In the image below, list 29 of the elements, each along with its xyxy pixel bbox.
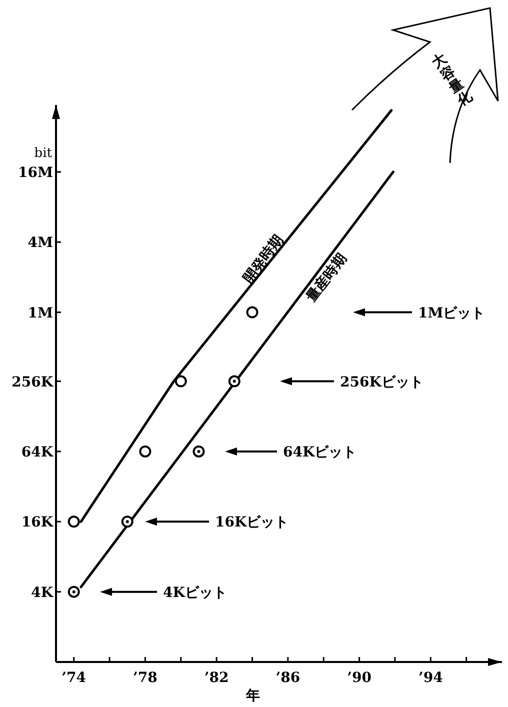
y-axis-title: bit (34, 146, 53, 161)
y-tick-label: 16M (18, 164, 53, 181)
y-tick-label: 1M (28, 305, 53, 322)
y-tick-label: 64K (21, 444, 54, 460)
x-tick-label: ’82 (204, 670, 229, 686)
x-axis-title: 年 (245, 688, 260, 704)
y-tick-label: 4K (31, 584, 54, 601)
point (246, 306, 258, 318)
x-tick-label: ’90 (347, 670, 372, 686)
point (68, 516, 80, 528)
point (192, 445, 205, 458)
point (121, 516, 134, 528)
point (228, 375, 240, 388)
point (139, 445, 152, 458)
annotation: 64Kビット (283, 444, 357, 460)
x-tick-label: ’78 (133, 670, 158, 686)
annotation: 256Kビット (340, 374, 424, 390)
point (174, 375, 187, 388)
x-tick-label: ’74 (62, 670, 86, 686)
annotation: 16Kビット (215, 514, 289, 531)
y-tick-label: 256K (12, 374, 54, 390)
point (68, 586, 80, 598)
y-tick-label: 16K (21, 514, 54, 531)
annotation: 1Mビット (418, 305, 486, 322)
text: 量産時期 (302, 250, 350, 306)
annotation: 4Kビット (163, 584, 227, 601)
x-tick-label: ’86 (276, 670, 300, 686)
y-tick-label: 4M (28, 235, 53, 252)
x-tick-label: ’94 (418, 670, 444, 686)
